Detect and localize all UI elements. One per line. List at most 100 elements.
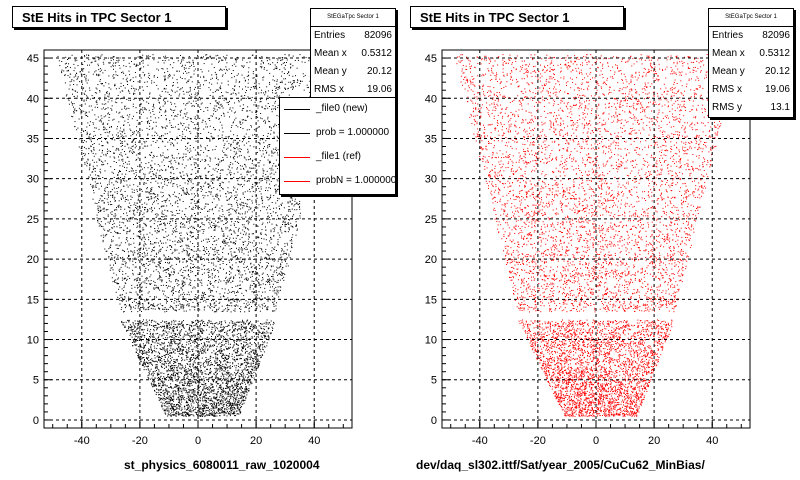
data-point xyxy=(198,353,200,355)
data-point xyxy=(194,394,196,396)
data-point xyxy=(255,360,257,362)
data-point xyxy=(232,388,234,390)
data-point xyxy=(228,343,230,345)
data-point xyxy=(204,343,206,345)
data-point xyxy=(176,142,178,144)
data-point xyxy=(257,297,259,299)
data-point xyxy=(192,364,194,366)
data-point xyxy=(198,257,200,259)
data-point xyxy=(137,311,139,313)
data-point xyxy=(196,369,198,371)
data-point xyxy=(174,349,176,351)
data-point xyxy=(246,129,248,131)
data-point xyxy=(249,145,251,147)
data-point xyxy=(168,414,170,416)
data-point xyxy=(268,145,270,147)
data-point xyxy=(173,321,175,323)
data-point xyxy=(213,344,215,346)
data-point xyxy=(266,151,268,153)
data-point xyxy=(138,324,140,326)
data-point xyxy=(237,321,239,323)
data-point xyxy=(205,360,207,362)
data-point xyxy=(136,211,138,213)
data-point xyxy=(241,391,243,393)
data-point xyxy=(170,368,172,370)
data-point xyxy=(207,348,209,350)
data-point xyxy=(214,328,216,330)
data-point xyxy=(215,405,217,407)
data-point xyxy=(211,377,213,378)
data-point xyxy=(235,415,237,417)
data-point xyxy=(286,242,288,244)
data-point xyxy=(149,154,151,156)
data-point xyxy=(176,403,178,405)
data-point xyxy=(172,380,174,382)
data-point xyxy=(213,323,215,325)
data-point xyxy=(146,298,147,300)
data-point xyxy=(163,159,165,161)
data-point xyxy=(152,336,154,338)
data-point xyxy=(181,194,182,196)
data-point xyxy=(245,369,247,371)
data-point xyxy=(230,156,231,158)
data-point xyxy=(183,387,185,389)
data-point xyxy=(193,265,195,267)
data-point xyxy=(74,121,76,123)
data-point xyxy=(236,168,238,170)
data-point xyxy=(265,326,267,328)
data-point xyxy=(236,358,237,360)
data-point xyxy=(199,212,201,213)
data-point xyxy=(136,154,138,156)
data-point xyxy=(196,372,197,374)
data-point xyxy=(260,295,262,297)
data-point xyxy=(175,333,177,335)
data-point xyxy=(164,410,166,412)
data-point xyxy=(177,376,179,378)
data-point xyxy=(128,243,130,245)
data-point xyxy=(212,386,214,388)
data-point xyxy=(279,266,281,268)
data-point xyxy=(225,412,227,414)
data-point xyxy=(203,405,205,407)
data-point xyxy=(193,402,195,404)
data-point xyxy=(153,104,154,106)
data-point xyxy=(212,96,214,98)
data-point xyxy=(219,351,221,353)
data-point xyxy=(243,396,245,398)
data-point xyxy=(178,371,180,373)
data-point xyxy=(251,280,253,282)
data-point xyxy=(154,326,156,328)
data-point xyxy=(225,346,227,348)
data-point xyxy=(211,384,213,386)
data-point xyxy=(177,411,179,413)
data-point xyxy=(130,250,132,252)
data-point xyxy=(264,306,266,308)
data-point xyxy=(229,393,231,395)
data-point xyxy=(203,381,205,383)
data-point xyxy=(199,325,201,327)
data-point xyxy=(107,194,109,196)
data-point xyxy=(236,344,237,346)
data-point xyxy=(204,383,206,384)
data-point xyxy=(156,230,158,232)
data-point xyxy=(209,345,211,347)
data-point xyxy=(159,276,160,278)
data-point xyxy=(264,156,265,158)
data-point xyxy=(155,364,157,366)
data-point xyxy=(258,332,260,334)
data-point xyxy=(279,95,281,97)
data-point xyxy=(169,377,170,379)
data-point xyxy=(130,329,132,331)
data-point xyxy=(228,277,230,279)
data-point xyxy=(159,102,160,104)
data-point xyxy=(135,278,137,280)
data-point xyxy=(247,254,249,256)
data-point xyxy=(252,159,254,161)
data-point xyxy=(233,378,235,380)
data-point xyxy=(128,254,130,256)
data-point xyxy=(167,374,169,376)
data-point xyxy=(229,116,230,118)
data-point xyxy=(203,342,205,344)
data-point xyxy=(135,345,137,347)
data-point xyxy=(201,71,203,73)
